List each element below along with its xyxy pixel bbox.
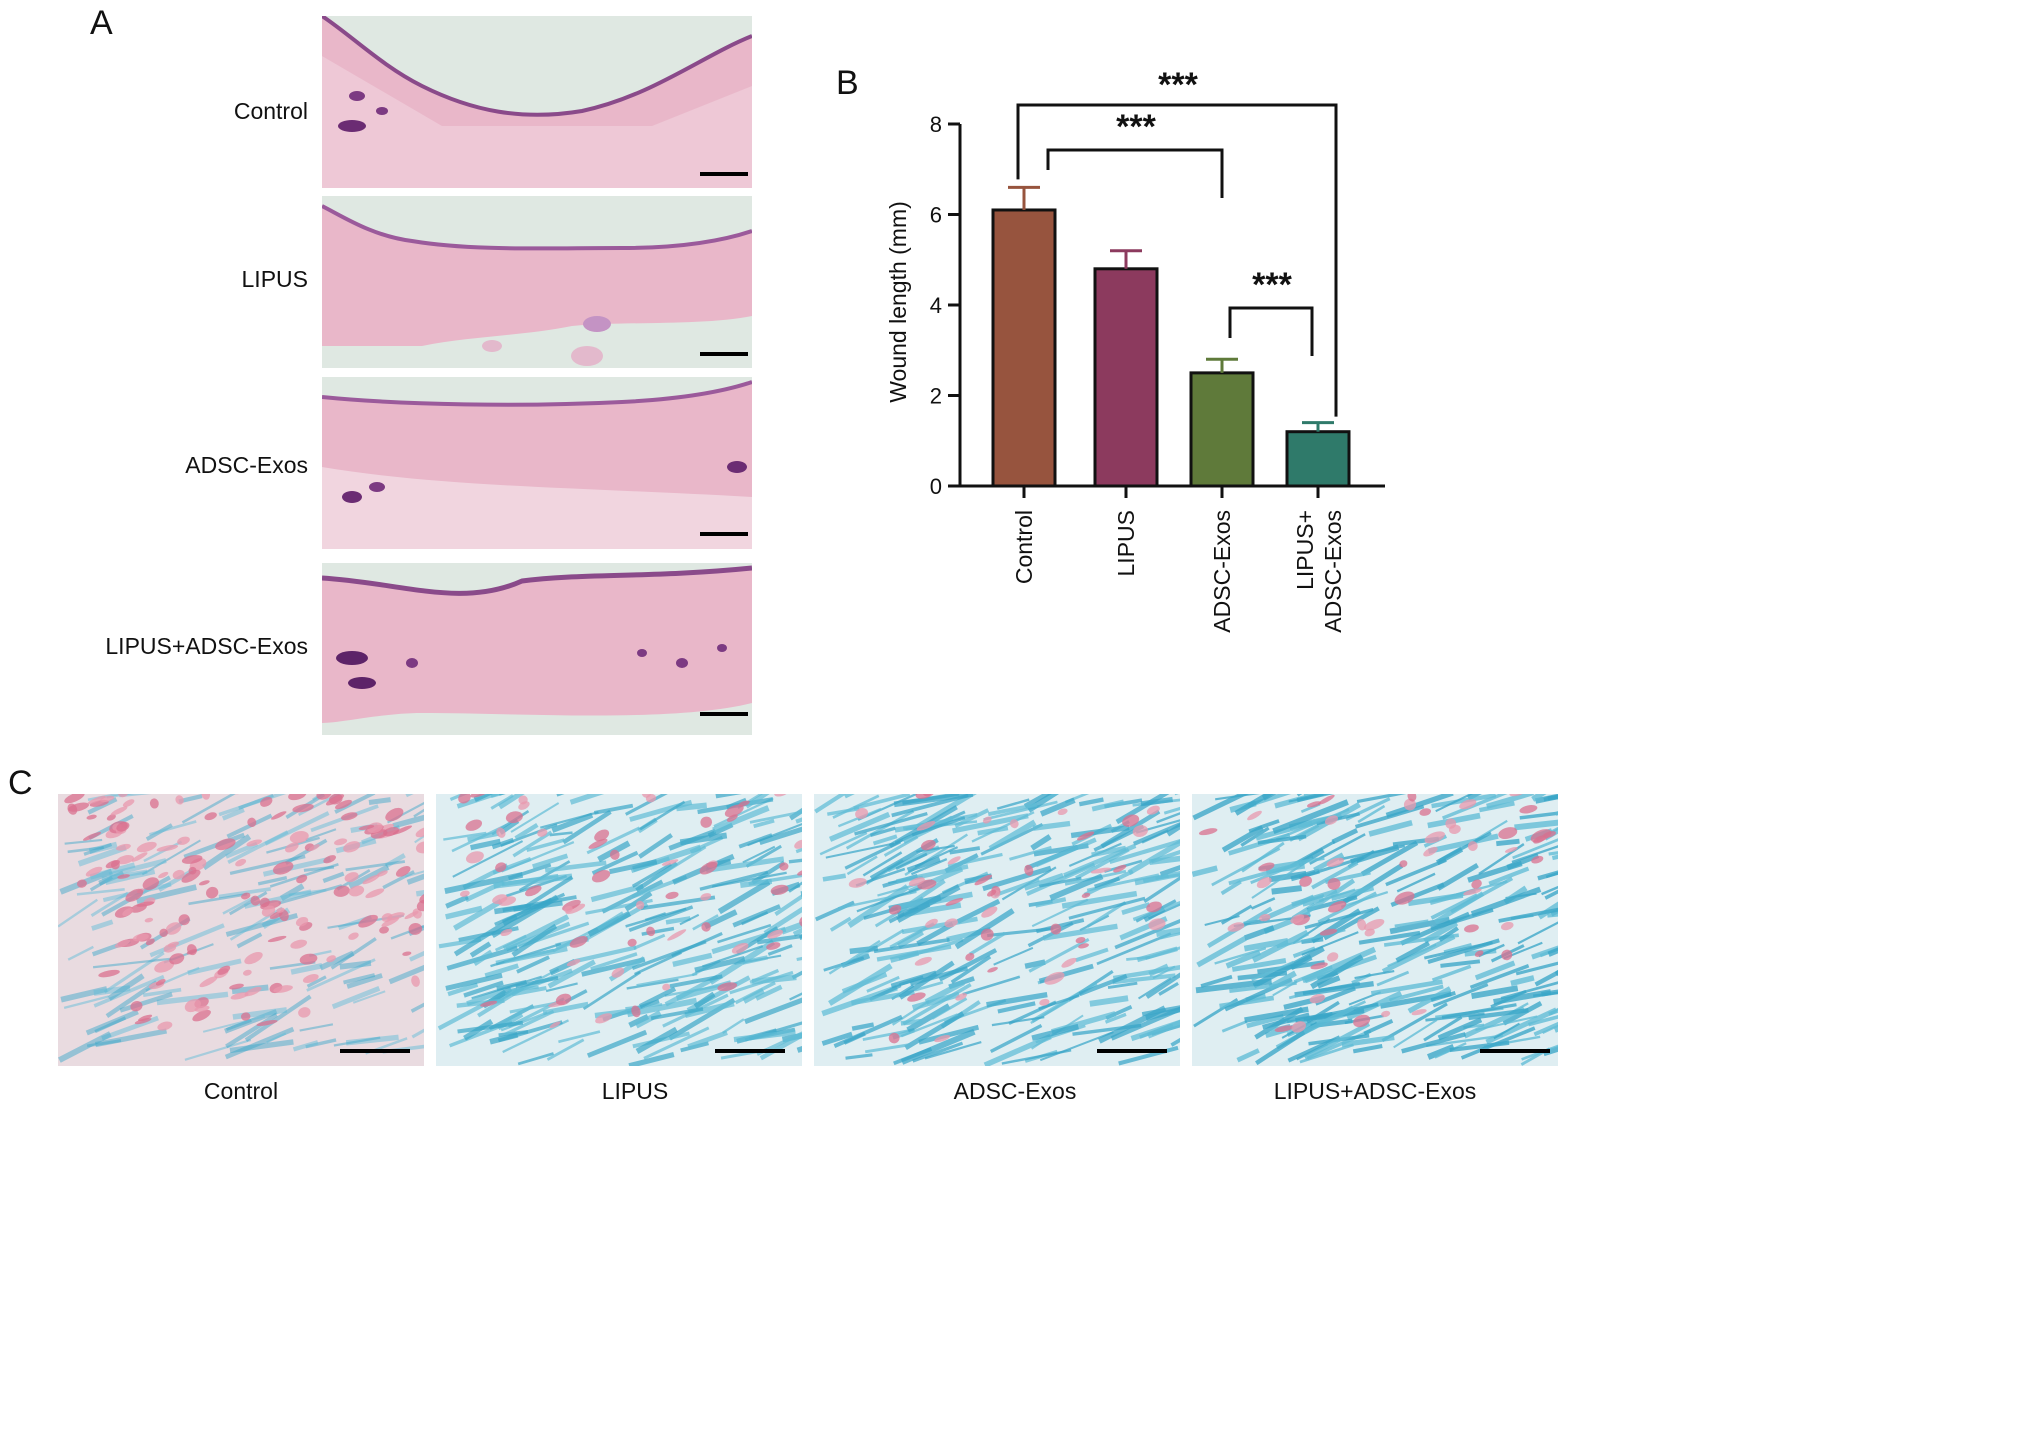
scalebar-stain-adsc-exos <box>1097 1049 1167 1053</box>
y-tick-label: 2 <box>930 384 942 409</box>
bottom-label-lipus: LIPUS <box>601 1078 669 1104</box>
y-tick-label: 6 <box>930 203 942 228</box>
x-tick-label: LIPUS <box>1113 510 1139 576</box>
scalebar-he-adsc-exos <box>700 532 748 536</box>
row-label-control: Control <box>233 98 308 124</box>
y-tick-label: 4 <box>930 293 942 318</box>
stain-image-adsc-exos <box>814 794 1180 1066</box>
scalebar-stain-lipus-adsc-exos <box>1480 1049 1550 1053</box>
significance-bracket <box>1046 148 1224 198</box>
bar <box>991 208 1057 488</box>
he-image-control <box>322 16 752 188</box>
he-image-lipus <box>322 196 752 368</box>
scalebar-he-lipus <box>700 352 748 356</box>
row-label-lipus: LIPUS <box>241 266 308 292</box>
x-tick-label: Control <box>1011 510 1037 584</box>
panel-b-letter: B <box>836 64 859 102</box>
significance-bracket <box>1228 306 1314 356</box>
significance-label: *** <box>1252 266 1292 304</box>
y-tick-label: 0 <box>930 474 942 499</box>
bar <box>1093 267 1159 488</box>
panel-a-letter: A <box>90 4 113 42</box>
bar <box>1285 430 1351 488</box>
bar <box>1189 371 1255 488</box>
bottom-label-control: Control <box>203 1078 279 1104</box>
scalebar-he-control <box>700 172 748 176</box>
stain-image-lipus <box>436 794 802 1066</box>
scalebar-stain-control <box>340 1049 410 1053</box>
stain-image-control <box>58 794 424 1066</box>
bar-chart: 0 2 4 6 8 Control LIPUS ADSC-Exos LIPUS+ADSC-Exo… <box>885 66 1385 633</box>
y-axis-label: Wound length (mm) <box>885 201 911 403</box>
stain-image-lipus-adsc-exos <box>1192 794 1558 1066</box>
row-label-lipus-adsc-exos: LIPUS+ADSC-Exos <box>105 633 308 659</box>
x-tick-label: ADSC-Exos <box>1209 510 1235 633</box>
scalebar-stain-lipus <box>715 1049 785 1053</box>
row-label-adsc-exos: ADSC-Exos <box>185 452 308 478</box>
significance-label: *** <box>1116 108 1156 146</box>
scalebar-he-lipus-adsc-exos <box>700 712 748 716</box>
he-image-adsc-exos <box>322 377 752 549</box>
significance-label: *** <box>1158 66 1198 104</box>
bottom-label-adsc-exos: ADSC-Exos <box>953 1078 1077 1104</box>
panel-c-letter: C <box>8 764 33 802</box>
he-image-lipus-adsc-exos <box>322 563 752 735</box>
bottom-label-lipus-adsc-exos: LIPUS+ADSC-Exos <box>1273 1078 1477 1104</box>
x-tick-label: LIPUS+ADSC-Exos <box>1292 510 1346 633</box>
y-tick-label: 8 <box>930 112 942 137</box>
significance-bracket <box>1016 103 1338 417</box>
